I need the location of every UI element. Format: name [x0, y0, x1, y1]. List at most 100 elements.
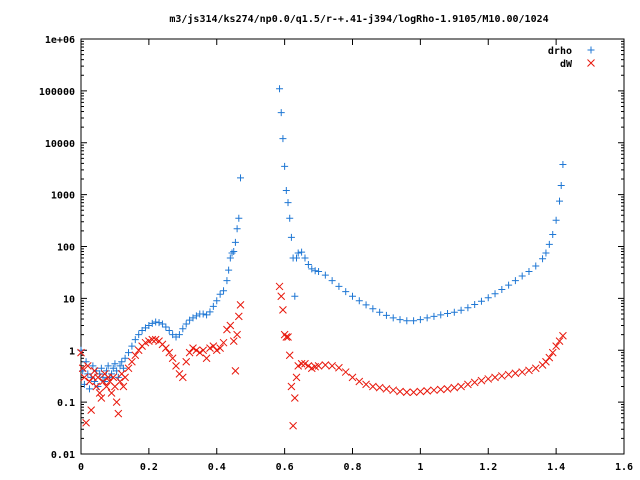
data-point-drho: [291, 292, 299, 300]
data-point-dw: [77, 348, 85, 357]
data-point-drho: [545, 240, 553, 248]
data-point-dw: [282, 333, 291, 341]
data-point-dw: [182, 357, 191, 366]
data-point-dw: [223, 325, 231, 334]
data-point-dw: [189, 344, 197, 352]
data-point-drho: [165, 327, 173, 335]
data-point-drho: [128, 342, 136, 350]
data-point-dw: [178, 373, 187, 382]
x-tick-label: 1.4: [547, 462, 565, 473]
series-layer: [77, 85, 567, 430]
data-point-drho: [369, 305, 377, 313]
data-point-drho: [505, 281, 513, 289]
data-point-dw: [92, 382, 101, 391]
data-point-drho: [179, 325, 187, 333]
data-point-dw: [423, 386, 432, 395]
legend: drho dW: [548, 46, 595, 70]
data-point-drho: [525, 267, 533, 275]
data-point-dw: [83, 362, 92, 370]
data-point-drho: [294, 249, 302, 257]
data-point-dw: [548, 348, 557, 357]
data-point-dw: [231, 367, 240, 375]
data-point-drho: [298, 248, 306, 256]
data-point-dw: [172, 362, 180, 370]
data-point-dw: [212, 346, 221, 355]
data-point-drho: [230, 248, 238, 256]
data-point-drho: [556, 197, 564, 205]
data-point-drho: [410, 317, 418, 325]
data-point-drho: [175, 331, 183, 339]
data-point-drho: [226, 254, 234, 262]
data-point-dw: [275, 282, 284, 291]
data-point-dw: [464, 380, 472, 389]
data-point-drho: [216, 290, 224, 298]
data-point-dw: [90, 367, 99, 375]
data-point-drho: [237, 174, 245, 182]
data-point-dw: [484, 375, 493, 383]
data-point-drho: [518, 272, 526, 280]
data-point-dw: [102, 382, 111, 391]
data-point-dw: [369, 382, 377, 391]
data-point-drho: [152, 318, 160, 326]
data-point-drho: [491, 290, 499, 298]
data-point-dw: [335, 363, 343, 372]
data-point-dw: [234, 312, 243, 321]
data-point-drho: [277, 109, 285, 117]
data-point-dw: [402, 388, 411, 397]
data-point-drho: [464, 304, 472, 312]
data-point-dw: [236, 301, 245, 309]
data-point-dw: [216, 344, 224, 352]
data-point-drho: [282, 187, 290, 195]
y-tick-label: 1e+06: [45, 35, 75, 46]
data-point-dw: [80, 373, 89, 382]
data-point-drho: [209, 302, 217, 310]
data-point-dw: [114, 409, 123, 418]
data-point-dw: [107, 389, 116, 397]
data-point-drho: [119, 364, 127, 372]
data-point-drho: [225, 266, 233, 274]
data-point-dw: [192, 346, 201, 355]
data-point-dw: [470, 378, 479, 387]
data-point-dw: [301, 359, 309, 368]
data-point-drho: [281, 162, 289, 170]
data-point-dw: [124, 364, 133, 373]
data-point-drho: [220, 287, 228, 295]
data-point-drho: [286, 214, 294, 222]
data-point-dw: [436, 385, 445, 394]
data-point-drho: [279, 135, 287, 143]
data-point-drho: [321, 271, 329, 279]
data-point-dw: [119, 382, 128, 391]
data-point-dw: [559, 331, 567, 340]
data-point-drho: [362, 301, 370, 309]
data-point-dw: [233, 330, 241, 339]
data-point-drho: [349, 292, 356, 300]
data-point-dw: [85, 377, 94, 386]
data-point-drho: [335, 282, 343, 290]
data-point-dw: [457, 382, 465, 391]
data-point-dw: [409, 388, 418, 397]
x-tick-label: 1.2: [479, 462, 497, 473]
data-point-dw: [202, 354, 211, 363]
data-point-dw: [121, 373, 129, 382]
data-point-drho: [450, 308, 458, 316]
data-point-drho: [148, 319, 156, 327]
data-point-dw: [362, 380, 370, 389]
y-tick-label: 10: [63, 294, 75, 305]
chart-title: m3/js314/ks274/np0.0/q1.5/r-+.41-j394/lo…: [169, 13, 548, 25]
data-point-drho: [287, 233, 295, 241]
data-point-drho: [135, 331, 143, 339]
data-point-dw: [109, 373, 118, 382]
data-point-drho: [118, 358, 126, 366]
data-point-drho: [162, 323, 170, 331]
data-point-drho: [304, 260, 312, 268]
data-point-dw: [199, 346, 208, 355]
data-point-drho: [235, 214, 243, 222]
data-point-dw: [95, 389, 104, 397]
data-point-drho: [284, 199, 292, 207]
data-point-drho: [315, 267, 323, 275]
data-point-dw: [99, 377, 107, 386]
data-point-drho: [471, 301, 479, 309]
data-point-dw: [294, 362, 303, 370]
data-point-dw: [290, 394, 299, 402]
